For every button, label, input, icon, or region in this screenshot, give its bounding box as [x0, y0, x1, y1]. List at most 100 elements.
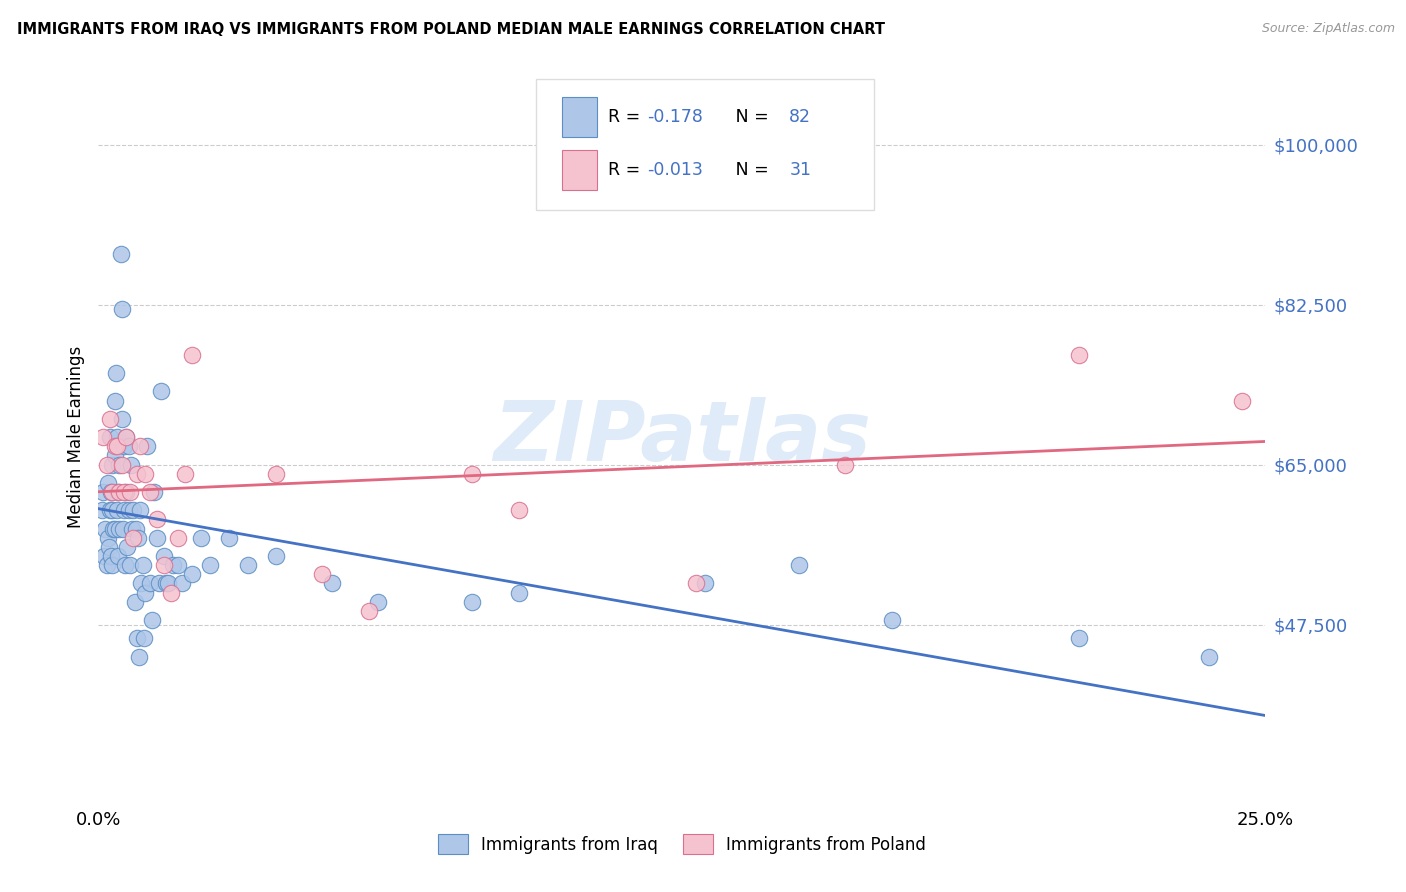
Point: [264, 467, 287, 481]
Point: [172, 576, 194, 591]
Point: [100, 484, 122, 499]
Point: [146, 512, 169, 526]
Point: [112, 439, 135, 453]
Point: [834, 458, 856, 472]
Point: [104, 393, 127, 408]
Point: [115, 484, 138, 499]
Point: [461, 467, 484, 481]
Point: [166, 531, 188, 545]
Text: R =: R =: [609, 161, 647, 179]
Point: [132, 558, 155, 573]
Point: [880, 613, 903, 627]
Point: [96, 458, 118, 472]
Point: [127, 531, 149, 545]
Point: [107, 484, 129, 499]
Point: [98, 430, 121, 444]
Point: [1198, 649, 1220, 664]
Point: [152, 558, 174, 573]
Point: [108, 521, 131, 535]
Point: [155, 576, 177, 591]
Text: ZIPatlas: ZIPatlas: [494, 397, 870, 477]
Point: [108, 458, 131, 472]
Point: [200, 558, 222, 573]
Text: -0.178: -0.178: [647, 108, 703, 126]
Point: [367, 594, 389, 608]
Point: [159, 585, 181, 599]
Point: [105, 430, 128, 444]
Point: [180, 348, 202, 362]
Point: [1230, 393, 1253, 408]
Point: [125, 521, 148, 535]
Text: N =: N =: [720, 108, 775, 126]
Point: [111, 301, 134, 317]
Point: [124, 594, 146, 608]
Point: [118, 439, 141, 453]
Point: [120, 558, 142, 573]
Point: [128, 649, 150, 664]
Point: [150, 384, 173, 399]
Point: [359, 604, 381, 618]
Point: [121, 521, 143, 535]
Point: [105, 366, 128, 380]
Point: [101, 503, 124, 517]
Point: [122, 531, 145, 545]
Point: [685, 576, 707, 591]
Point: [111, 411, 134, 425]
Point: [162, 558, 184, 573]
Point: [111, 521, 134, 535]
Point: [93, 549, 115, 563]
Point: [91, 484, 114, 499]
Point: [105, 503, 128, 517]
Point: [695, 576, 717, 591]
Point: [100, 549, 122, 563]
Point: [129, 503, 152, 517]
Point: [508, 585, 530, 599]
Y-axis label: Median Male Earnings: Median Male Earnings: [66, 346, 84, 528]
Point: [91, 503, 114, 517]
Point: [461, 594, 484, 608]
Text: 31: 31: [789, 161, 811, 179]
Point: [321, 576, 343, 591]
Point: [152, 549, 174, 563]
Point: [131, 576, 153, 591]
Point: [125, 631, 148, 645]
Point: [134, 631, 156, 645]
Point: [600, 155, 623, 169]
Point: [97, 540, 120, 554]
Text: 82: 82: [789, 108, 811, 126]
Point: [125, 467, 148, 481]
Point: [97, 531, 120, 545]
Point: [122, 503, 145, 517]
Point: [98, 503, 121, 517]
Point: [115, 430, 138, 444]
Point: [94, 521, 117, 535]
Point: [118, 503, 141, 517]
Point: [105, 439, 128, 453]
Point: [139, 576, 162, 591]
Point: [112, 503, 135, 517]
Point: [101, 484, 124, 499]
FancyBboxPatch shape: [562, 96, 596, 136]
Point: [143, 484, 166, 499]
Point: [264, 549, 287, 563]
Point: [1067, 348, 1090, 362]
Point: [103, 521, 125, 535]
Point: [173, 467, 195, 481]
Point: [111, 458, 134, 472]
Point: [180, 567, 202, 582]
Point: [311, 567, 333, 582]
Point: [134, 467, 156, 481]
Point: [104, 448, 127, 462]
Point: [104, 439, 127, 453]
Point: [97, 475, 120, 490]
Point: [508, 503, 530, 517]
Point: [146, 531, 169, 545]
Legend: Immigrants from Iraq, Immigrants from Poland: Immigrants from Iraq, Immigrants from Po…: [432, 828, 932, 860]
Point: [134, 585, 156, 599]
Point: [236, 558, 259, 573]
Point: [157, 576, 180, 591]
Point: [101, 558, 124, 573]
Point: [104, 521, 127, 535]
Point: [120, 458, 142, 472]
Point: [101, 458, 124, 472]
